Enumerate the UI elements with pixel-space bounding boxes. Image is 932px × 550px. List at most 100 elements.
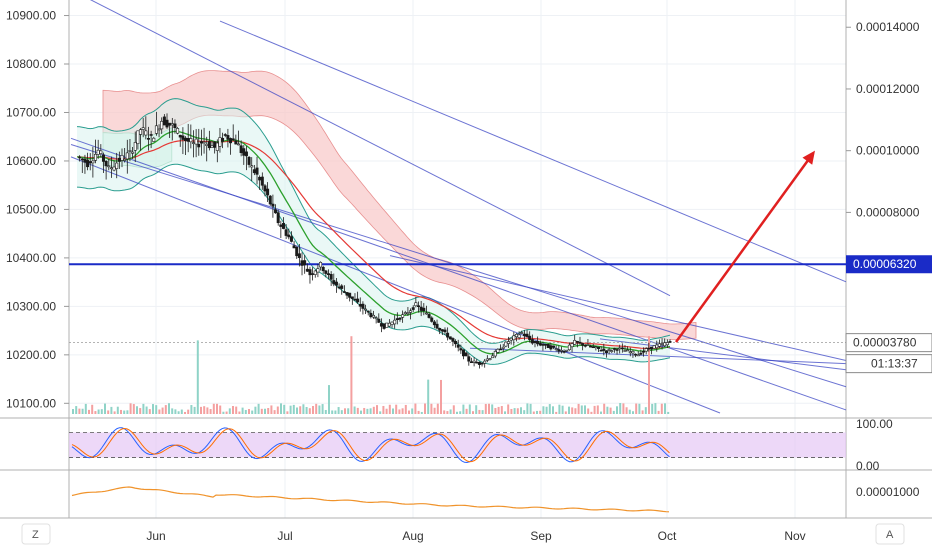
volume-bar xyxy=(408,410,410,414)
volume-bar xyxy=(107,410,110,414)
candle-body xyxy=(303,260,307,266)
stochastic-tick-label: 100.00 xyxy=(856,417,893,431)
volume-bar xyxy=(417,410,420,414)
candle-body xyxy=(552,345,556,348)
candle-body xyxy=(168,122,172,126)
candle-body xyxy=(125,152,129,160)
candle-body xyxy=(456,344,460,348)
auto-scale-button[interactable]: A xyxy=(875,523,905,545)
volume-bar xyxy=(267,408,270,414)
volume-bar xyxy=(318,405,321,414)
volume-bar xyxy=(628,409,631,414)
candle-body xyxy=(123,158,127,161)
left-axis-tick-label: 10300.00 xyxy=(6,299,56,313)
candle-body xyxy=(86,159,90,168)
candle-body xyxy=(615,349,619,351)
candle-body xyxy=(546,343,550,349)
volume-bar xyxy=(139,408,142,414)
volume-bar xyxy=(536,410,538,414)
volume-bar xyxy=(145,406,148,414)
current-price-text: 0.00003780 xyxy=(853,336,917,350)
candle-body xyxy=(356,298,360,303)
candle-body xyxy=(165,119,169,128)
volume-bar xyxy=(548,404,551,414)
volume-bar xyxy=(302,404,305,414)
candle-body xyxy=(589,345,593,348)
candle-body xyxy=(554,348,558,350)
volume-bar xyxy=(404,404,407,414)
candle-body xyxy=(472,360,476,363)
candle-body xyxy=(443,329,447,333)
volume-bar xyxy=(168,403,170,414)
candle-body xyxy=(430,317,434,322)
volume-bar xyxy=(75,406,78,414)
channel-line xyxy=(469,347,847,365)
candle-body xyxy=(446,332,450,338)
volume-bar xyxy=(507,404,510,414)
volume-bar xyxy=(299,406,302,414)
candle-body xyxy=(115,162,119,169)
candle-body xyxy=(491,355,495,359)
volume-bar xyxy=(273,410,276,414)
candle-body xyxy=(334,281,338,286)
volume-bar xyxy=(616,406,618,414)
volume-bar xyxy=(440,379,442,414)
price-candles xyxy=(78,111,672,369)
volume-bar xyxy=(334,410,337,414)
candle-body xyxy=(401,314,405,318)
candle-body xyxy=(533,341,537,343)
volume-bar xyxy=(110,406,113,414)
volume-bar xyxy=(603,403,606,414)
candle-body xyxy=(477,361,481,365)
volume-bar xyxy=(619,403,622,414)
candle-body xyxy=(618,347,622,350)
volume-bar xyxy=(443,410,446,414)
volume-bar xyxy=(433,407,436,414)
volume-bar xyxy=(648,336,650,414)
candle-body xyxy=(242,148,246,156)
volume-bar xyxy=(184,411,186,414)
volume-bar xyxy=(97,409,100,414)
volume-bar xyxy=(180,409,183,414)
volume-bar xyxy=(385,408,388,414)
candle-body xyxy=(141,127,145,130)
volume-bar xyxy=(545,406,548,414)
candle-body xyxy=(107,165,111,168)
candle-body xyxy=(395,318,399,321)
timezone-button[interactable]: Z xyxy=(21,523,51,545)
x-axis-tick-label: Jul xyxy=(277,529,292,543)
stochastic-k-line xyxy=(71,427,670,464)
trend-channel-lines xyxy=(70,0,847,414)
candle-body xyxy=(599,349,603,352)
channel-line xyxy=(599,338,847,371)
volume-bar xyxy=(606,406,609,414)
volume-bar xyxy=(414,403,417,414)
volume-bar xyxy=(196,340,199,414)
candle-body xyxy=(96,149,100,155)
volume-bar xyxy=(427,379,430,414)
candle-body xyxy=(181,135,185,140)
channel-line xyxy=(89,0,671,297)
candle-body xyxy=(297,253,301,258)
volume-bar xyxy=(347,408,350,414)
x-axis-tick-label: Oct xyxy=(658,529,677,543)
volume-bar xyxy=(664,403,666,414)
stochastic-d-line xyxy=(71,427,670,463)
candle-body xyxy=(149,134,153,136)
candle-body xyxy=(464,352,468,357)
candle-body xyxy=(639,352,643,355)
volume-bar xyxy=(78,408,81,414)
candle-body xyxy=(340,285,344,289)
volume-bar xyxy=(113,411,116,414)
candle-body xyxy=(525,333,529,337)
forecast-arrow[interactable] xyxy=(674,150,815,343)
candle-body xyxy=(215,142,219,151)
candle-body xyxy=(419,306,423,311)
volume-bar xyxy=(584,405,586,414)
candle-body xyxy=(538,342,542,346)
volume-bar xyxy=(232,406,234,414)
volume-bar xyxy=(452,405,455,414)
channel-line xyxy=(70,137,847,411)
candle-body xyxy=(157,128,161,131)
candle-body xyxy=(377,318,381,323)
